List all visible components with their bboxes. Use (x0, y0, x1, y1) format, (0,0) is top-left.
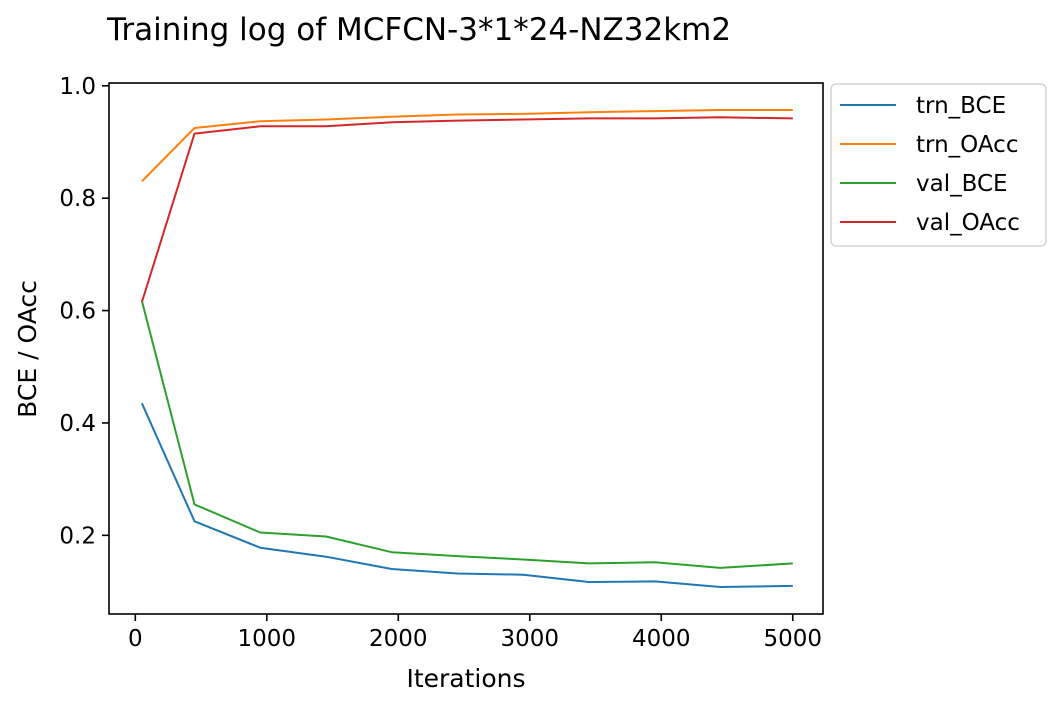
legend-label: trn_OAcc (916, 132, 1018, 158)
series-line-val-oacc (140, 116, 793, 303)
x-tick-label: 5000 (763, 626, 822, 652)
x-axis-label: Iterations (406, 664, 525, 693)
chart-title: Training log of MCFCN-3*1*24-NZ32km2 (106, 12, 731, 48)
x-tick-label: 3000 (501, 626, 560, 652)
y-axis-label: BCE / OAcc (13, 280, 42, 418)
legend-frame (830, 83, 1047, 247)
series-line-val-bce (140, 300, 793, 569)
x-tick-label: 4000 (632, 626, 691, 652)
x-axis: 0 1000 2000 3000 4000 5000 (128, 614, 822, 652)
y-tick-label: 0.4 (59, 411, 96, 437)
x-tick-label: 2000 (369, 626, 428, 652)
legend-label: trn_BCE (916, 93, 1006, 119)
y-tick-label: 0.8 (59, 186, 96, 212)
y-axis: 0.2 0.4 0.6 0.8 1.0 (59, 74, 109, 549)
y-tick-label: 1.0 (59, 74, 96, 100)
plot-area-frame (108, 82, 824, 615)
legend: trn_BCE trn_OAcc val_BCE val_OAcc (830, 83, 1047, 247)
y-tick-label: 0.6 (59, 299, 96, 325)
legend-label: val_OAcc (916, 210, 1020, 236)
x-tick-label: 0 (128, 626, 143, 652)
series-line-trn-oacc (141, 109, 793, 183)
series-line-trn-bce (140, 402, 793, 588)
series-layer (140, 109, 793, 588)
legend-label: val_BCE (916, 171, 1008, 197)
y-tick-label: 0.2 (59, 523, 96, 549)
x-tick-label: 1000 (238, 626, 297, 652)
